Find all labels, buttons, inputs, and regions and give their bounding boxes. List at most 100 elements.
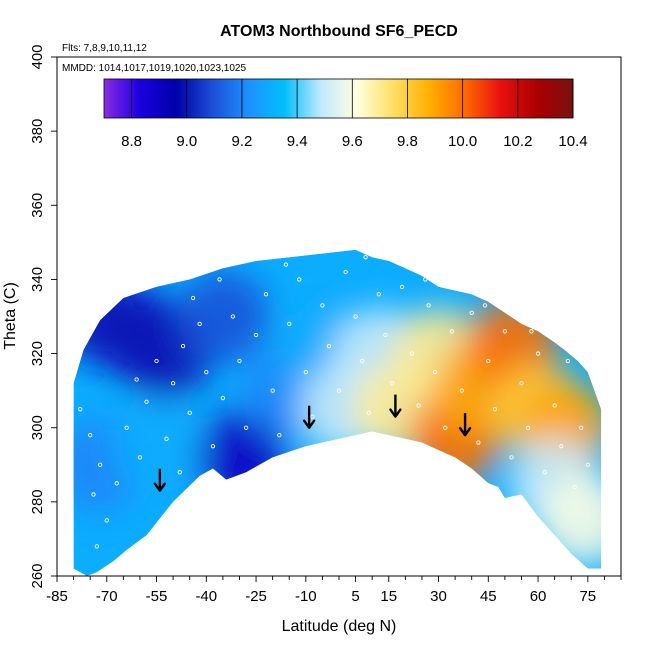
sample-point xyxy=(243,425,249,430)
x-axis: -85 -70 -55 -40 -25 -10 5 15 30 45 60 75 xyxy=(46,576,622,605)
sample-point xyxy=(565,358,571,364)
sample-point xyxy=(585,462,590,467)
sample-point xyxy=(124,425,129,430)
sample-point xyxy=(310,414,315,419)
sample-point xyxy=(525,425,531,430)
sample-point xyxy=(443,425,448,430)
sample-point xyxy=(469,310,474,315)
x-tick-label: 75 xyxy=(579,588,596,605)
sample-point xyxy=(449,329,454,334)
sample-point xyxy=(263,292,269,297)
sample-point xyxy=(287,321,292,327)
sample-point xyxy=(486,358,491,364)
colorbar-tick-label: 8.8 xyxy=(121,133,142,150)
y-tick-label: 300 xyxy=(29,415,46,440)
sample-point xyxy=(170,381,176,386)
sample-point xyxy=(459,388,464,393)
sample-point xyxy=(237,358,242,364)
sample-point xyxy=(320,303,325,308)
sample-point xyxy=(114,481,119,486)
heatmap-field xyxy=(73,249,602,577)
sample-point xyxy=(519,381,524,386)
sample-point xyxy=(353,314,358,319)
colorbar-tick-label: 10.4 xyxy=(558,133,587,150)
sample-point xyxy=(187,410,192,416)
x-axis-label: Latitude (deg N) xyxy=(282,618,397,635)
arrow-marker xyxy=(153,468,167,492)
sample-point xyxy=(97,462,103,467)
sample-point xyxy=(579,425,584,430)
sample-point xyxy=(476,440,481,445)
y-tick-label: 400 xyxy=(29,44,46,69)
arrow-marker xyxy=(302,405,316,429)
arrow-marker xyxy=(389,394,402,418)
y-tick-label: 320 xyxy=(29,341,46,366)
sample-point xyxy=(220,395,226,401)
colorbar-tick-label: 9.0 xyxy=(176,133,197,150)
flights-annotation: Flts: 7,8,9,10,11,12 xyxy=(62,43,147,54)
sample-point xyxy=(376,292,381,297)
x-tick-label: 60 xyxy=(530,588,547,605)
x-tick-label: -40 xyxy=(195,588,217,605)
arrow-markers xyxy=(153,394,472,492)
sample-point xyxy=(572,484,577,490)
y-axis: 260 280 300 320 340 360 380 400 xyxy=(29,44,57,589)
x-tick-label: -25 xyxy=(245,588,267,605)
sample-point xyxy=(210,444,216,449)
colorbar xyxy=(103,78,574,119)
sample-point xyxy=(78,407,83,412)
sample-point xyxy=(270,388,275,393)
y-tick-label: 260 xyxy=(29,563,46,588)
colorbar-tick-label: 9.4 xyxy=(287,133,308,150)
sample-point xyxy=(190,295,196,301)
sample-point xyxy=(360,358,365,364)
sample-point xyxy=(134,377,139,382)
sample-point xyxy=(559,444,564,449)
sample-point xyxy=(253,332,259,338)
sample-point xyxy=(104,518,109,523)
chart-title: ATOM3 Northbound SF6_PECD xyxy=(220,23,458,40)
sample-point xyxy=(303,369,308,375)
field-blob xyxy=(538,474,602,567)
arrow-marker xyxy=(458,413,472,437)
y-tick-label: 380 xyxy=(29,119,46,144)
sample-point xyxy=(482,303,488,308)
x-tick-label: -85 xyxy=(46,588,68,605)
sample-point xyxy=(326,344,332,349)
sample-point xyxy=(366,410,372,416)
sample-point xyxy=(154,358,159,364)
sample-point xyxy=(389,381,395,386)
colorbar-tick-label: 10.0 xyxy=(448,133,477,150)
sample-point xyxy=(502,329,508,334)
sample-point xyxy=(542,470,547,475)
sample-point xyxy=(164,436,169,441)
sample-point xyxy=(217,277,222,282)
sample-point xyxy=(416,403,421,408)
x-tick-label: -10 xyxy=(295,588,317,605)
field-blob xyxy=(176,270,269,363)
field-blob xyxy=(110,400,203,493)
sample-point xyxy=(144,399,149,404)
sample-point xyxy=(204,369,209,375)
x-tick-label: 15 xyxy=(380,588,397,605)
colorbar-tick-label: 9.2 xyxy=(232,133,253,150)
sample-point xyxy=(409,351,415,356)
sample-point xyxy=(283,262,289,267)
y-axis-label: Theta (C) xyxy=(2,282,19,350)
sample-point xyxy=(94,544,99,549)
sample-point xyxy=(399,284,405,289)
colorbar-tick-label: 9.8 xyxy=(397,133,418,150)
sample-point xyxy=(230,314,235,319)
x-tick-label: 5 xyxy=(351,588,359,605)
x-tick-label: -55 xyxy=(146,588,168,605)
sample-point xyxy=(277,432,282,438)
colorbar-tick-lines xyxy=(131,79,574,118)
sample-point xyxy=(336,388,342,393)
sample-point xyxy=(363,255,368,260)
sample-point xyxy=(180,344,186,349)
sample-point xyxy=(383,332,388,338)
sample-point xyxy=(423,277,428,282)
sample-point xyxy=(433,369,438,375)
y-tick-label: 360 xyxy=(29,193,46,218)
y-tick-label: 340 xyxy=(29,267,46,292)
